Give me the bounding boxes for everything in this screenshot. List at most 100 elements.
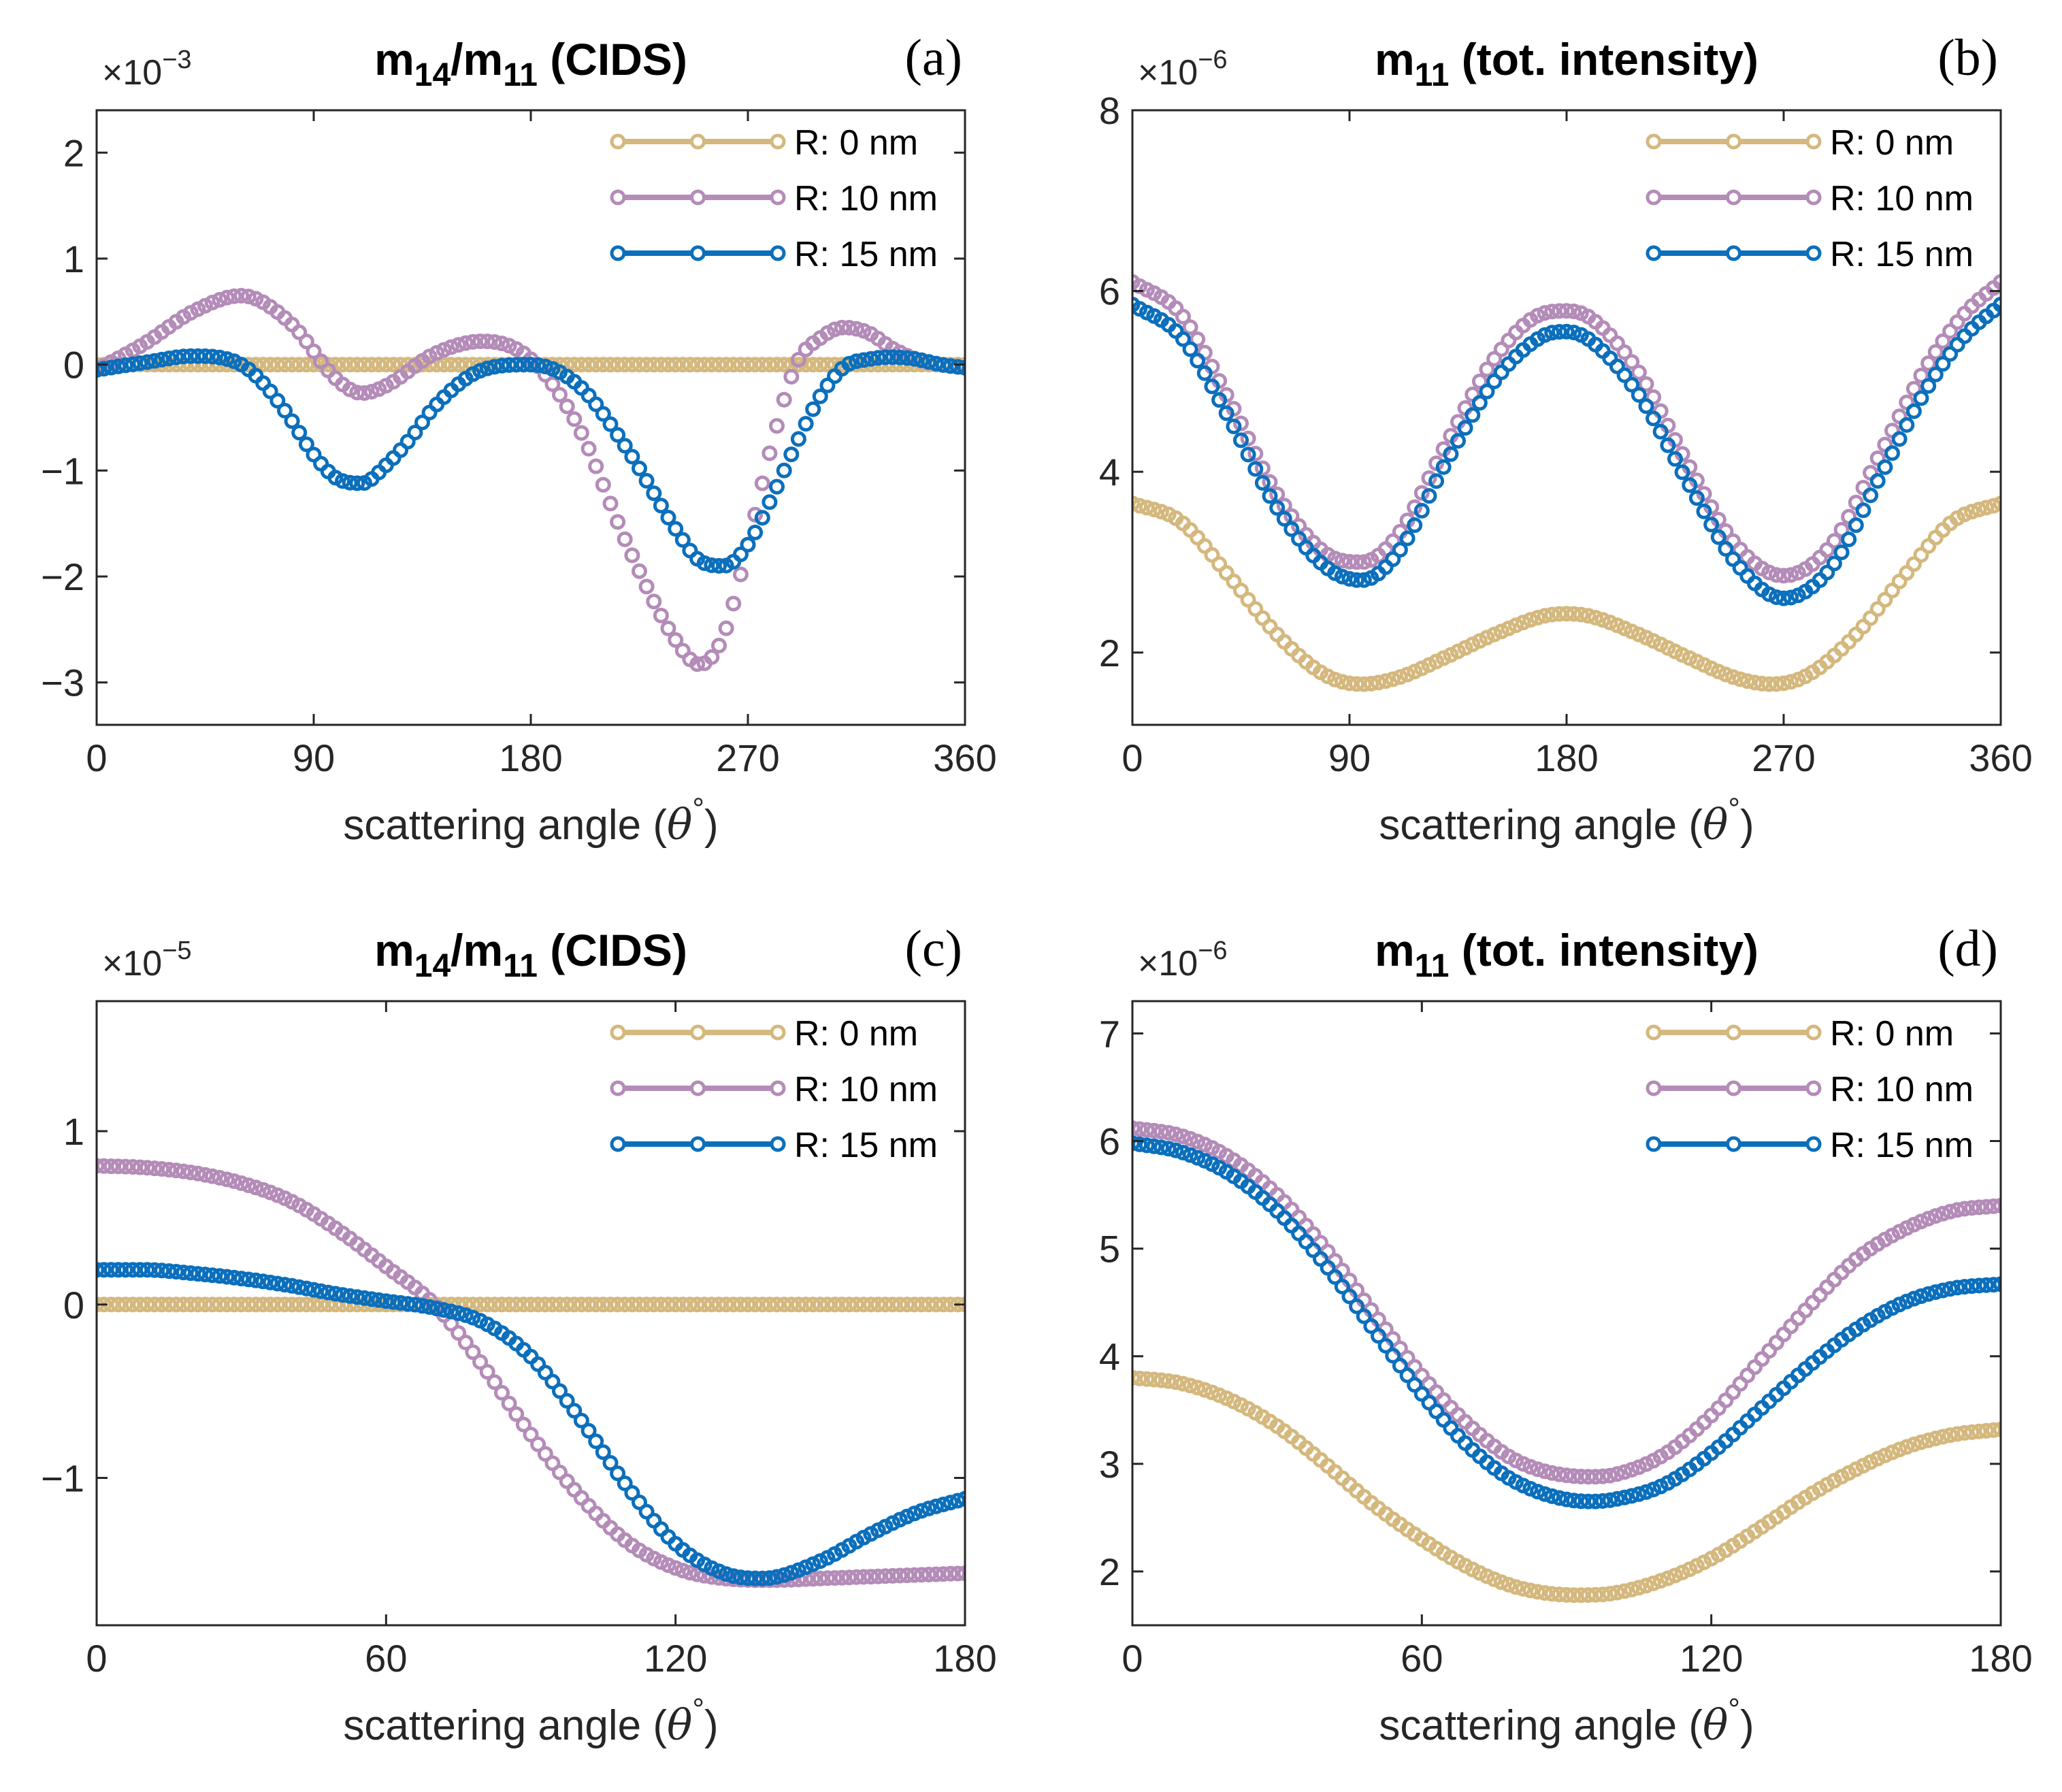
data-point — [1196, 365, 1213, 381]
legend-label: R: 10 nm — [794, 1070, 938, 1109]
data-point — [197, 348, 213, 364]
data-point — [313, 353, 329, 370]
data-point — [928, 1297, 944, 1313]
data-point — [262, 357, 278, 373]
data-point — [747, 1570, 764, 1586]
data-point — [457, 357, 474, 373]
data-point — [668, 1297, 684, 1313]
data-point — [1891, 1441, 1908, 1458]
title-suffix: (tot. intensity) — [1449, 925, 1758, 975]
data-point — [1688, 490, 1705, 506]
data-point — [1855, 502, 1871, 519]
y-tick-label: 2 — [1099, 1550, 1120, 1593]
data-point — [1920, 1211, 1937, 1226]
legend-marker — [1805, 1080, 1822, 1096]
data-point — [949, 359, 965, 375]
data-point — [1964, 1424, 1980, 1440]
data-point — [284, 413, 300, 429]
x-axis-label-close: ) — [704, 802, 719, 849]
data-point — [1530, 1584, 1545, 1600]
data-point — [1320, 1260, 1336, 1276]
data-point — [1515, 615, 1531, 631]
data-point — [849, 321, 864, 337]
data-point — [1262, 488, 1278, 504]
data-point — [530, 1436, 546, 1452]
data-point — [342, 381, 358, 397]
data-point — [668, 521, 684, 537]
series-1 — [1132, 1369, 2001, 1603]
data-point — [913, 1503, 930, 1519]
data-point — [1153, 1372, 1169, 1388]
data-point — [559, 398, 575, 414]
x-axis-label-symbol: θ — [1703, 1700, 1728, 1750]
legend-marker — [1646, 1024, 1662, 1041]
data-point — [530, 1297, 546, 1313]
data-point — [1413, 485, 1430, 501]
data-point — [1624, 623, 1640, 640]
legend-marker — [1646, 189, 1662, 206]
data-point — [841, 355, 857, 372]
data-point — [1935, 333, 1951, 349]
legend: R: 0 nm R: 10 nm R: 15 nm — [1646, 1014, 1974, 1165]
data-point — [1573, 1587, 1589, 1603]
data-point — [1544, 1488, 1560, 1504]
data-point — [740, 1570, 756, 1586]
data-point — [349, 357, 365, 373]
data-point — [363, 357, 380, 373]
data-point — [711, 1297, 727, 1313]
data-point — [899, 350, 915, 366]
data-point — [212, 1268, 228, 1284]
legend-marker — [1726, 189, 1741, 206]
data-point — [139, 1262, 155, 1278]
data-point — [1631, 1459, 1647, 1476]
data-point — [769, 1297, 785, 1313]
data-point — [1537, 327, 1553, 343]
data-point — [139, 1160, 155, 1176]
data-point — [891, 1567, 908, 1584]
data-point — [1457, 420, 1473, 436]
data-point — [1935, 1282, 1951, 1299]
data-point — [1768, 676, 1784, 692]
data-point — [1957, 328, 1973, 344]
data-point — [1139, 500, 1155, 516]
data-point — [877, 349, 894, 365]
x-axis-label: scattering angle (θ°) — [343, 792, 718, 849]
data-point — [212, 1170, 228, 1186]
data-point — [580, 357, 597, 373]
data-point — [573, 1297, 589, 1313]
data-point — [479, 360, 495, 376]
data-point — [1674, 464, 1690, 480]
data-point — [110, 1158, 127, 1175]
data-point — [790, 352, 806, 368]
series-3 — [1132, 297, 2001, 606]
data-point — [218, 289, 235, 306]
data-point — [1327, 551, 1343, 567]
data-point — [1848, 517, 1864, 534]
data-point — [566, 1297, 583, 1313]
data-point — [1957, 1279, 1973, 1295]
data-point — [1486, 626, 1503, 642]
data-point — [1869, 601, 1886, 617]
data-point — [617, 531, 633, 547]
data-point — [849, 1569, 864, 1585]
data-point — [1905, 1290, 1922, 1307]
data-point — [776, 1297, 792, 1313]
data-point — [552, 387, 568, 403]
data-point — [1913, 1288, 1929, 1304]
legend-marker — [1726, 1080, 1741, 1096]
data-point — [1363, 676, 1379, 691]
data-point — [399, 357, 416, 373]
y-tick-label: 0 — [63, 344, 84, 387]
data-point — [1913, 368, 1929, 384]
data-point — [704, 649, 720, 665]
data-point — [1377, 1337, 1394, 1354]
data-point — [1544, 606, 1560, 623]
data-point — [1985, 1277, 2001, 1293]
data-point — [479, 1364, 495, 1380]
data-point — [103, 1262, 119, 1278]
data-point — [1558, 1491, 1575, 1508]
data-point — [508, 1297, 525, 1313]
data-point — [1993, 274, 2001, 290]
series-layer — [1132, 1120, 2001, 1603]
legend: R: 0 nm R: 10 nm R: 15 nm — [610, 1014, 938, 1165]
